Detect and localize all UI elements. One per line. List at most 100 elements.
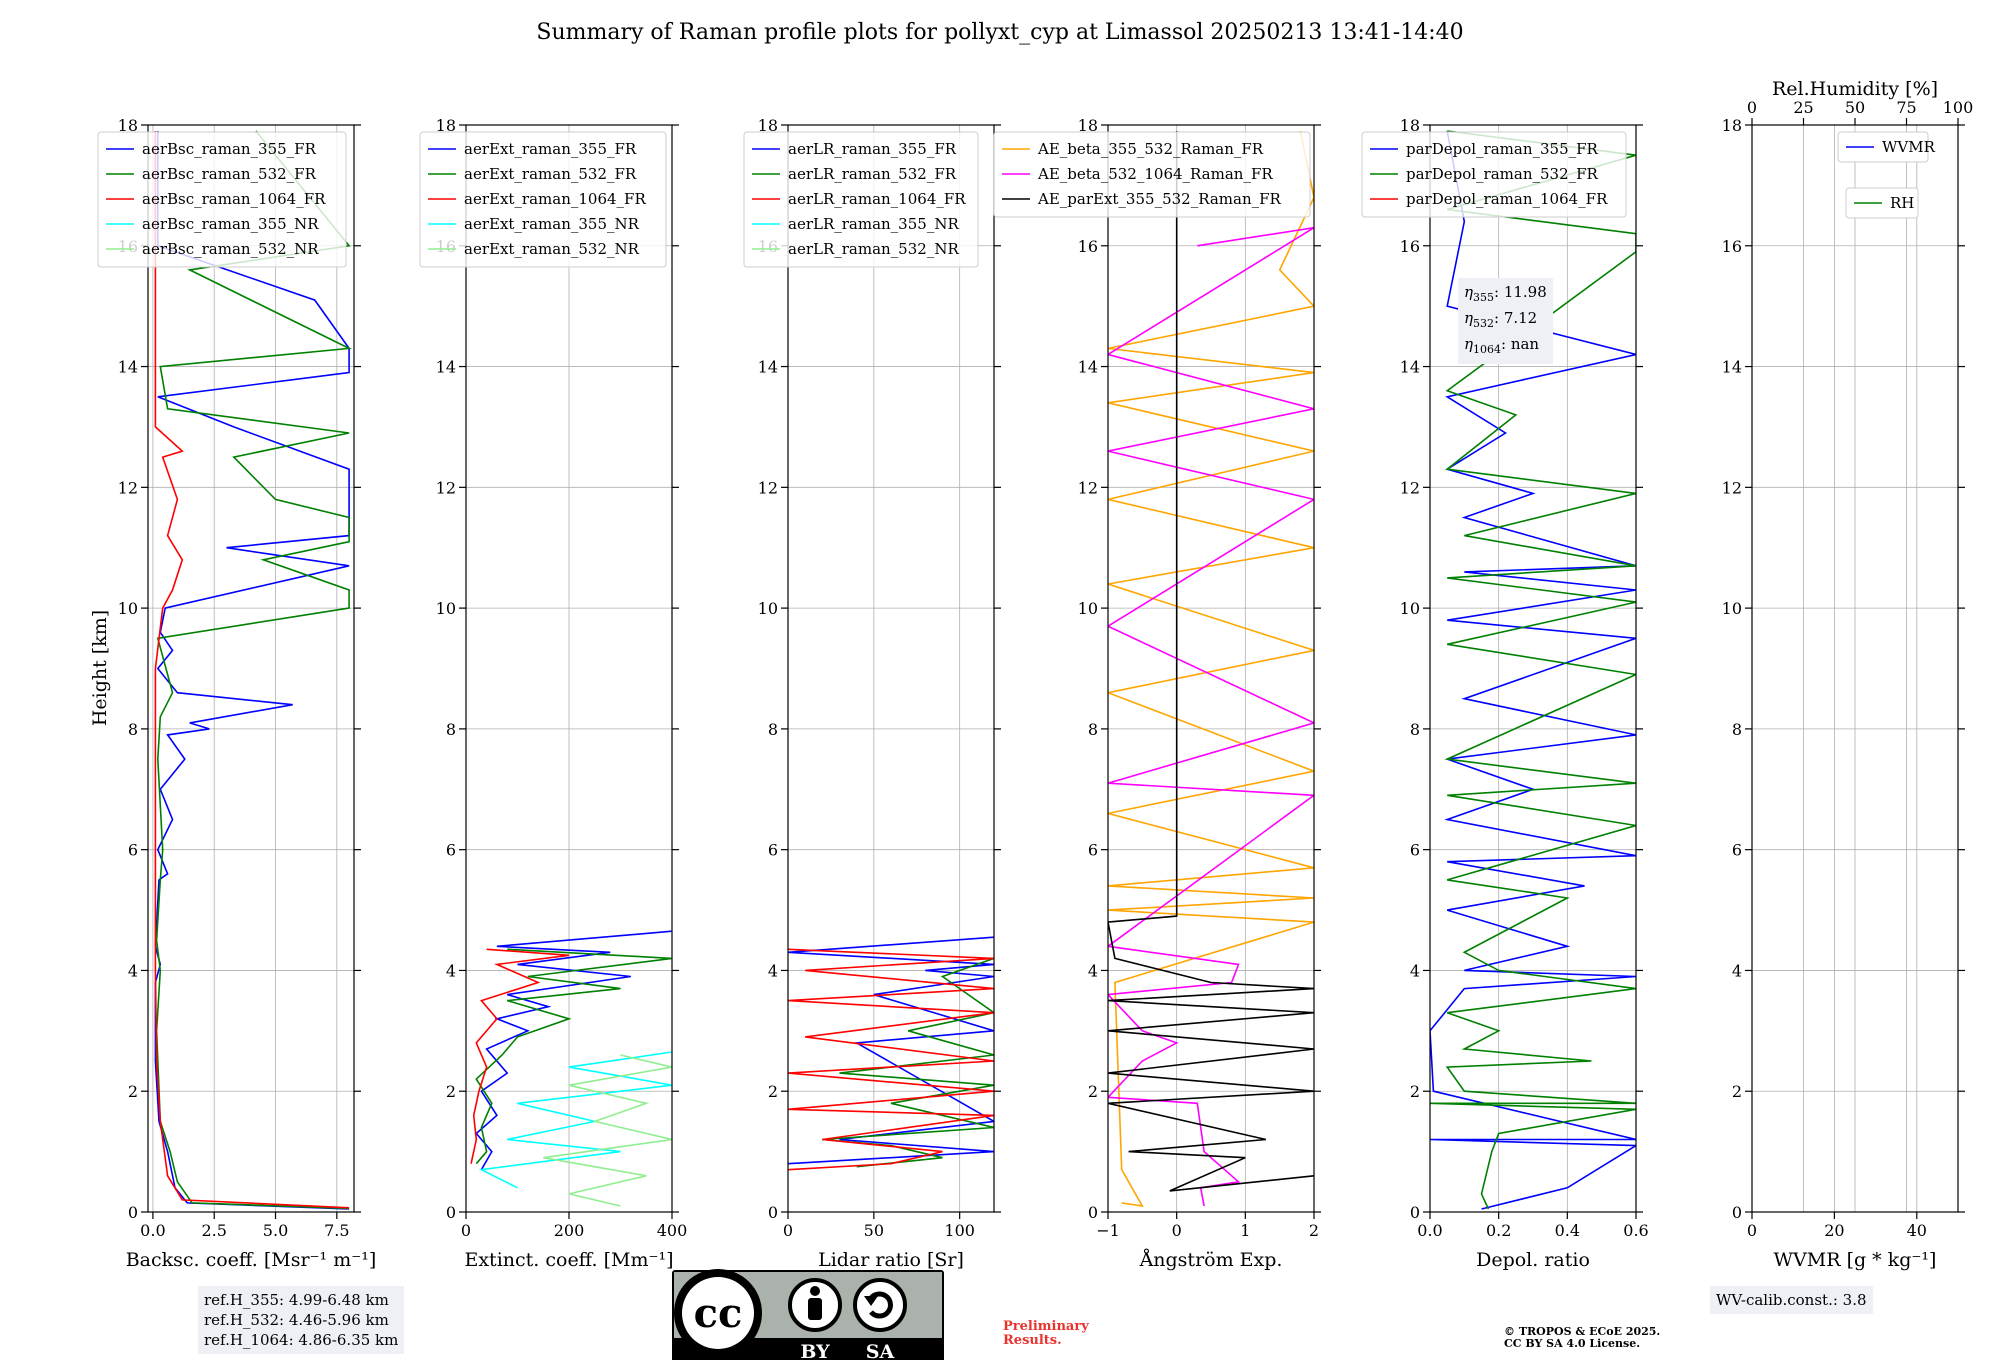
- ytick-label: 16: [1400, 237, 1420, 256]
- ytick-label: 0: [446, 1203, 456, 1222]
- ytick-label: 4: [1732, 961, 1742, 980]
- ref-height-532: ref.H_532: 4.46-5.96 km: [204, 1311, 389, 1329]
- ytick-label: 10: [1400, 599, 1420, 618]
- xtick-label: 0.4: [1555, 1221, 1580, 1240]
- sa-icon: [853, 1278, 907, 1332]
- series-aerLR_raman_532_FR: [822, 957, 994, 1168]
- xtick-label: 5.0: [263, 1221, 288, 1240]
- ytick-label: 2: [768, 1082, 778, 1101]
- ytick-label: 18: [1078, 116, 1098, 135]
- ytick-label: 0: [768, 1203, 778, 1222]
- legend-wv: WVMR RH: [1837, 131, 1936, 219]
- cc-circle-inner: [682, 1277, 754, 1349]
- xtick-label: 1: [1240, 1221, 1250, 1240]
- ytick-label: 12: [1078, 478, 1098, 497]
- xtick-label: 2: [1309, 1221, 1319, 1240]
- top-xtick-label: 25: [1793, 98, 1813, 117]
- legend-ext: aerExt_raman_355_FR aerExt_raman_532_FRae…: [419, 131, 667, 268]
- legend-bsc: aerBsc_raman_355_FR aerBsc_raman_532_FRae…: [97, 131, 347, 268]
- legend-label: aerExt_raman_532_FR: [464, 165, 637, 183]
- ytick-label: 12: [1400, 478, 1420, 497]
- panel-lr: 024681012141618050100Lidar ratio [Sr]aer…: [743, 116, 1001, 1271]
- series-aerBsc_raman_532_FR: [155, 130, 352, 1210]
- eta-355: η355: 11.98: [1464, 283, 1547, 304]
- series-aerExt_raman_355_FR: [475, 930, 672, 1171]
- ytick-label: 12: [1722, 478, 1742, 497]
- legend-label: parDepol_raman_355_FR: [1406, 140, 1599, 158]
- ytick-label: 6: [768, 841, 778, 860]
- top-xtick-label: 75: [1896, 98, 1916, 117]
- ytick-label: 18: [758, 116, 778, 135]
- ytick-label: 4: [128, 961, 138, 980]
- xtick-label: 0: [461, 1221, 471, 1240]
- top-xlabel: Rel.Humidity [%]: [1772, 78, 1938, 100]
- ytick-label: 2: [1732, 1082, 1742, 1101]
- legend-lr: aerLR_raman_355_FR aerLR_raman_532_FR aerL…: [743, 131, 979, 268]
- legend-label: aerBsc_raman_532_FR: [142, 165, 317, 183]
- legend-label: aerLR_raman_532_FR: [788, 165, 957, 183]
- axes-frame: [1107, 124, 1315, 1213]
- ytick-label: 0: [128, 1203, 138, 1222]
- ytick-label: 2: [446, 1082, 456, 1101]
- ytick-label: 16: [1722, 237, 1742, 256]
- legend-label: parDepol_raman_1064_FR: [1406, 190, 1608, 208]
- legend-label: aerLR_raman_355_FR: [788, 140, 957, 158]
- xtick-label: 0.6: [1623, 1221, 1648, 1240]
- ytick-label: 10: [758, 599, 778, 618]
- series-AE_beta_355_532_Raman_FR: [1108, 130, 1314, 1208]
- panel-depol: 0 2 4 6 8 10 12 14 16 18 0.0 0.2 0.4 0.6 Depol. ratio p…: [1361, 116, 1649, 1271]
- cc-text: cc: [694, 1290, 743, 1337]
- ytick-label: 8: [1732, 720, 1742, 739]
- series-aerExt_raman_532_FR: [475, 948, 672, 1165]
- legend-label: AE_parExt_355_532_Raman_FR: [1037, 190, 1282, 208]
- top-xtick-label: 100: [1943, 98, 1974, 117]
- ytick-label: 8: [1410, 720, 1420, 739]
- xtick-label: 0.2: [1486, 1221, 1511, 1240]
- ytick-label: 6: [1410, 841, 1420, 860]
- ytick-label: 12: [758, 478, 778, 497]
- xtick-label: 0: [1172, 1221, 1182, 1240]
- ytick-label: 12: [436, 478, 456, 497]
- legend-label: RH: [1890, 194, 1914, 212]
- wv-calibration-box: WV-calib.const.: 3.8: [1710, 1286, 1873, 1314]
- legend-label: parDepol_raman_532_FR: [1406, 165, 1599, 183]
- ylabel: Height [km]: [89, 610, 111, 726]
- eta-box: η355: 11.98 η532: 7.12 η1064: nan: [1458, 278, 1553, 364]
- xtick-label: 50: [864, 1221, 884, 1240]
- legend-label: aerExt_raman_532_NR: [464, 240, 640, 258]
- xlabel: Lidar ratio [Sr]: [818, 1249, 964, 1271]
- by-icon-head: [810, 1286, 820, 1296]
- ytick-label: 10: [1078, 599, 1098, 618]
- ytick-label: 14: [1400, 358, 1420, 377]
- legend-label: aerBsc_raman_355_NR: [142, 215, 319, 233]
- ytick-label: 10: [118, 599, 138, 618]
- eta-1064: η1064: nan: [1464, 335, 1540, 356]
- panel-ext: 0246810121416180200400Extinct. coeff. [M…: [419, 116, 687, 1271]
- legend-ae: AE_beta_355_532_Raman_FR AE_beta_532_1064…: [993, 131, 1311, 218]
- sa-icon-arrow: [864, 1296, 878, 1306]
- ytick-label: 4: [768, 961, 778, 980]
- reference-height-box: ref.H_355: 4.99-6.48 km ref.H_532: 4.46-…: [198, 1286, 405, 1354]
- ytick-label: 18: [1400, 116, 1420, 135]
- legend-label: AE_beta_532_1064_Raman_FR: [1037, 165, 1273, 183]
- ref-height-355: ref.H_355: 4.99-6.48 km: [204, 1291, 389, 1309]
- xtick-label: 0: [783, 1221, 793, 1240]
- ytick-label: 14: [1722, 358, 1742, 377]
- series-parDepol_raman_532_FR: [1430, 130, 1636, 1210]
- xlabel: Backsc. coeff. [Msr⁻¹ m⁻¹]: [126, 1249, 377, 1271]
- legend-label: aerExt_raman_355_NR: [464, 215, 640, 233]
- xlabel: Extinct. coeff. [Mm⁻¹]: [464, 1249, 673, 1271]
- ytick-label: 10: [1722, 599, 1742, 618]
- series-aerBsc_raman_355_FR: [154, 131, 350, 1210]
- ytick-label: 0: [1732, 1203, 1742, 1222]
- ytick-label: 0: [1410, 1203, 1420, 1222]
- series-aerLR_raman_355_FR: [788, 936, 994, 1165]
- series-aerBsc_raman_1064_FR: [154, 131, 350, 1209]
- legend-label: aerExt_raman_1064_FR: [464, 190, 646, 208]
- sa-icon-arc: [869, 1291, 893, 1319]
- xtick-label: 20: [1824, 1221, 1844, 1240]
- legend-label: aerBsc_raman_532_NR: [142, 240, 319, 258]
